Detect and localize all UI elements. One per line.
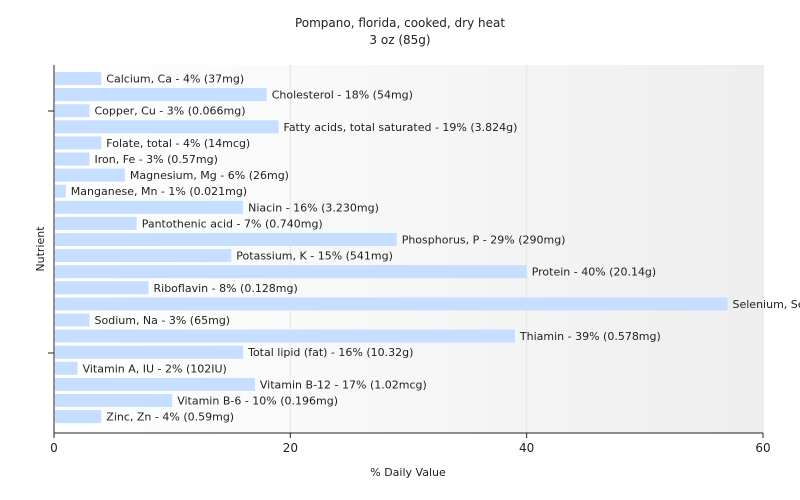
bar bbox=[55, 152, 90, 166]
bar-label: Niacin - 16% (3.230mg) bbox=[248, 201, 379, 214]
bar bbox=[55, 200, 244, 214]
bar bbox=[55, 313, 90, 327]
bar bbox=[55, 249, 232, 263]
x-tick-label: 20 bbox=[283, 441, 298, 455]
bar bbox=[55, 233, 397, 246]
bar bbox=[55, 136, 102, 150]
bar bbox=[55, 394, 173, 407]
bar-label: Copper, Cu - 3% (0.066mg) bbox=[95, 105, 246, 118]
bar-label: Total lipid (fat) - 16% (10.32g) bbox=[247, 346, 413, 359]
x-axis-ticks: 0 20 40 60 bbox=[50, 433, 771, 455]
gridlines bbox=[289, 65, 764, 433]
bar-labels: Calcium, Ca - 4% (37mg) Cholesterol - 18%… bbox=[71, 73, 800, 424]
chart-subtitle: 3 oz (85g) bbox=[369, 33, 430, 47]
bar-label: Thiamin - 39% (0.578mg) bbox=[519, 330, 661, 343]
bar-label: Zinc, Zn - 4% (0.59mg) bbox=[106, 411, 234, 424]
bar bbox=[55, 329, 515, 343]
bar bbox=[55, 377, 255, 391]
x-tick-label: 40 bbox=[519, 441, 534, 455]
bars bbox=[55, 72, 728, 424]
bar bbox=[55, 361, 78, 375]
bar-label: Potassium, K - 15% (541mg) bbox=[236, 250, 393, 263]
bar bbox=[55, 72, 102, 85]
bar bbox=[55, 345, 244, 359]
bar bbox=[55, 104, 90, 118]
axes bbox=[48, 65, 763, 434]
bar bbox=[55, 168, 125, 182]
x-tick-label: 0 bbox=[50, 441, 58, 455]
bar bbox=[55, 184, 66, 198]
bar bbox=[55, 216, 137, 230]
bar-label: Iron, Fe - 3% (0.57mg) bbox=[95, 153, 218, 166]
bar-label: Sodium, Na - 3% (65mg) bbox=[95, 314, 231, 327]
bar-label: Selenium, Se - 57% (39.8mcg) bbox=[733, 298, 800, 311]
x-tick-label: 60 bbox=[755, 441, 770, 455]
bar-label: Cholesterol - 18% (54mg) bbox=[272, 89, 413, 102]
bar-label: Phosphorus, P - 29% (290mg) bbox=[402, 234, 566, 247]
bar bbox=[55, 410, 102, 424]
bar-label: Protein - 40% (20.14g) bbox=[532, 266, 657, 279]
bar-label: Pantothenic acid - 7% (0.740mg) bbox=[142, 217, 323, 230]
bar-label: Fatty acids, total saturated - 19% (3.82… bbox=[284, 121, 518, 134]
bar bbox=[55, 120, 279, 134]
bar-label: Vitamin B-12 - 17% (1.02mcg) bbox=[260, 378, 427, 391]
bar-label: Magnesium, Mg - 6% (26mg) bbox=[130, 169, 289, 182]
bar-label: Vitamin A, IU - 2% (102IU) bbox=[83, 362, 227, 375]
bar bbox=[55, 297, 728, 311]
bar-label: Folate, total - 4% (14mcg) bbox=[106, 137, 250, 150]
y-axis-label: Nutrient bbox=[34, 226, 47, 272]
bar-label: Riboflavin - 8% (0.128mg) bbox=[154, 282, 298, 295]
chart-title: Pompano, florida, cooked, dry heat bbox=[295, 16, 505, 30]
x-axis-label: % Daily Value bbox=[370, 466, 446, 479]
bar bbox=[55, 88, 267, 102]
bar-label: Vitamin B-6 - 10% (0.196mg) bbox=[177, 395, 338, 408]
bar-label: Manganese, Mn - 1% (0.021mg) bbox=[71, 185, 247, 198]
bar bbox=[55, 265, 527, 279]
bar bbox=[55, 281, 149, 295]
bar-label: Calcium, Ca - 4% (37mg) bbox=[106, 73, 244, 86]
